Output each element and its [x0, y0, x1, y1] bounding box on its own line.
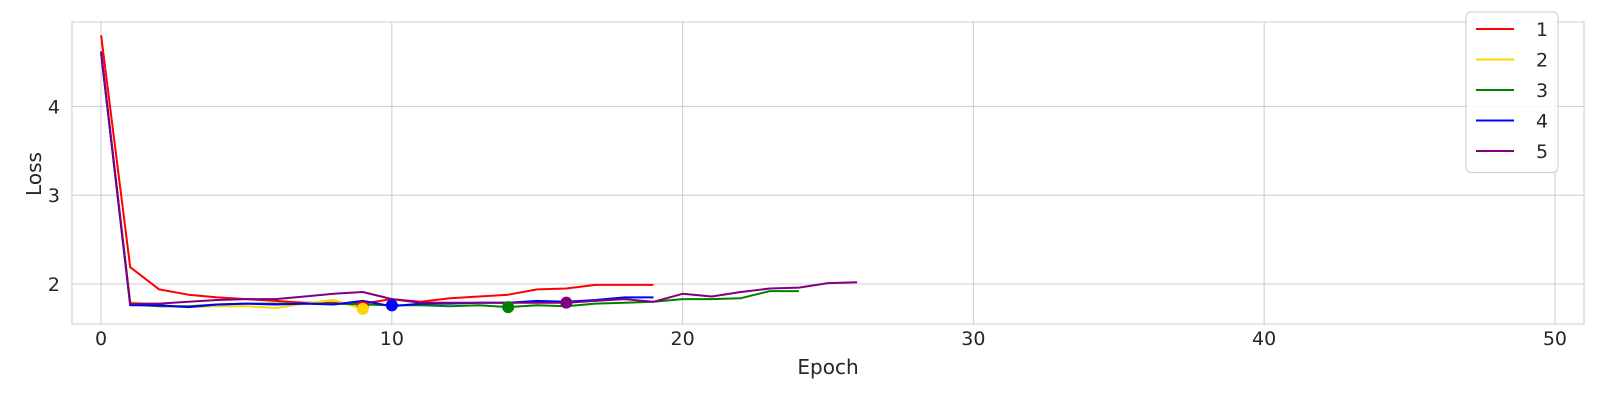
y-tick-label: 2 [48, 274, 60, 296]
y-tick-labels: 2 3 4 [48, 96, 60, 296]
legend-label-5: 5 [1536, 141, 1548, 163]
legend-label-3: 3 [1536, 80, 1548, 102]
plot-area [72, 22, 1584, 324]
best-epoch-marker-3 [502, 301, 515, 314]
x-tick-label: 0 [95, 328, 107, 350]
x-tick-label: 30 [961, 328, 985, 350]
x-tick-label: 20 [671, 328, 695, 350]
plot-frame [71, 21, 1585, 325]
series-line-5 [100, 51, 858, 305]
legend-box [1465, 11, 1559, 173]
markers-layer [356, 296, 573, 315]
series-line-1 [100, 35, 654, 305]
y-axis-title: Loss [22, 152, 46, 196]
legend: 1 2 3 4 5 [1465, 11, 1559, 173]
x-tick-label: 10 [380, 328, 404, 350]
legend-label-2: 2 [1536, 50, 1548, 72]
best-epoch-marker-5 [560, 296, 573, 309]
y-tick-label: 4 [48, 96, 60, 118]
x-tick-labels: 0 10 20 30 40 50 [95, 328, 1567, 350]
best-epoch-marker-4 [385, 299, 398, 312]
x-axis-title: Epoch [797, 355, 858, 379]
x-tick-label: 50 [1543, 328, 1567, 350]
legend-label-1: 1 [1536, 19, 1548, 41]
legend-label-4: 4 [1536, 111, 1548, 133]
x-tick-label: 40 [1252, 328, 1276, 350]
y-tick-label: 3 [48, 185, 60, 207]
best-epoch-marker-2 [356, 302, 369, 315]
